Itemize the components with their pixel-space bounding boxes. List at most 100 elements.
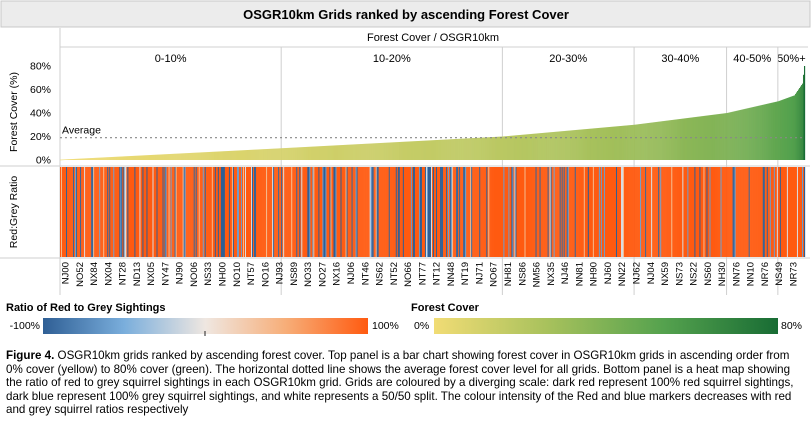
forest-bar: [253, 149, 255, 160]
forest-bar: [349, 144, 351, 160]
heatmap-cell: [676, 167, 678, 257]
forest-bar: [273, 148, 275, 160]
forest-bar: [260, 149, 262, 160]
y-ticks: 0%20%40%60%80%: [30, 61, 51, 167]
heatmap-cell: [533, 167, 535, 257]
heatmap-cell: [327, 167, 329, 257]
forest-bar: [439, 139, 441, 160]
heatmap-cell: [565, 167, 567, 257]
heatmap-cell: [697, 167, 699, 257]
forest-bar: [295, 147, 297, 160]
forest-bar: [717, 114, 719, 160]
forest-bar: [350, 144, 352, 160]
forest-bar: [237, 150, 240, 160]
forest-bar: [473, 138, 475, 160]
band-label: 10-20%: [373, 53, 411, 65]
forest-bar: [620, 126, 622, 160]
heatmap-cell: [342, 167, 344, 257]
forest-bar: [70, 159, 72, 160]
forest-bar: [545, 132, 547, 160]
forest-bar: [434, 140, 436, 160]
forest-bar: [268, 148, 270, 160]
forest-bar: [795, 92, 798, 160]
forest-bar: [282, 148, 284, 160]
figure-caption: Figure 4. OSGR10km grids ranked by ascen…: [6, 349, 806, 417]
heatmap-cell: [601, 167, 604, 257]
forest-bar: [440, 139, 442, 160]
forest-bar: [95, 157, 97, 160]
heatmap-cell: [578, 167, 580, 257]
heatmap-cell: [257, 167, 259, 257]
forest-bar: [525, 134, 527, 160]
heatmap-cell: [684, 167, 686, 257]
heatmap-cell: [220, 167, 223, 257]
forest-bar: [208, 151, 210, 160]
heatmap-cell: [242, 167, 245, 257]
forest-bar: [555, 131, 557, 160]
ratio-legend-max: 100%: [372, 320, 399, 332]
forest-bar: [304, 147, 306, 160]
heatmap-cell: [310, 167, 312, 257]
forest-bar: [107, 157, 109, 160]
heatmap-cell: [329, 167, 331, 257]
forest-bar: [342, 144, 344, 160]
y-tick-label: 80%: [30, 61, 51, 73]
forest-bar: [363, 143, 365, 160]
forest-bar: [567, 130, 569, 160]
heatmap-cell: [272, 167, 274, 257]
forest-bar: [100, 157, 102, 160]
forest-bars: [60, 66, 806, 161]
forest-bar: [145, 155, 147, 160]
forest-bar: [263, 149, 265, 160]
heatmap-cell: [651, 167, 653, 257]
heatmap-cell: [273, 167, 275, 257]
forest-bar: [154, 154, 156, 160]
heatmap-cell: [469, 167, 471, 257]
forest-bar: [497, 136, 499, 160]
forest-bar: [571, 130, 573, 160]
heatmap-cell: [108, 167, 110, 257]
forest-bar: [477, 137, 479, 160]
heatmap-cell: [368, 167, 370, 257]
heatmap-cell: [65, 167, 67, 257]
heatmap-cell: [438, 167, 440, 257]
heatmap-cell: [592, 167, 595, 257]
forest-bar: [644, 123, 646, 160]
heatmap-cell: [614, 167, 617, 257]
heatmap-cell: [204, 167, 206, 257]
heatmap-cell: [294, 167, 296, 257]
heatmap-cell: [344, 167, 346, 257]
heatmap-cell: [588, 167, 590, 257]
heatmap-cell: [206, 167, 208, 257]
x-tick-label: NJ60: [603, 262, 614, 284]
heatmap-cell: [530, 167, 532, 257]
heatmap-cell: [384, 167, 386, 257]
heatmap-cell: [495, 167, 497, 257]
forest-bar: [106, 157, 108, 160]
forest-bar: [405, 141, 408, 160]
heatmap-cell: [386, 167, 388, 257]
heatmap-cell: [555, 167, 557, 257]
forest-bar: [285, 148, 287, 160]
forest-bar: [241, 150, 244, 160]
heatmap-cell: [167, 167, 169, 257]
heatmap-cell: [541, 167, 543, 257]
heatmap-cell: [210, 167, 212, 257]
forest-bar: [390, 142, 392, 160]
heatmap-cell: [268, 167, 270, 257]
heatmap-cell: [421, 167, 424, 257]
forest-bar: [232, 150, 235, 160]
heatmap-cell: [484, 167, 486, 257]
forest-bar: [210, 151, 212, 160]
heatmap-cell: [422, 167, 425, 257]
heatmap-cell: [282, 167, 284, 257]
forest-bar: [68, 159, 70, 160]
heatmap-cell: [81, 167, 83, 257]
forest-bar: [657, 121, 659, 160]
heatmap-cell: [443, 167, 445, 257]
heatmap-cell: [654, 167, 656, 257]
forest-bar: [572, 130, 574, 160]
forest-bar: [737, 110, 739, 160]
forest-bar: [492, 137, 494, 160]
forest-bar: [680, 118, 682, 161]
